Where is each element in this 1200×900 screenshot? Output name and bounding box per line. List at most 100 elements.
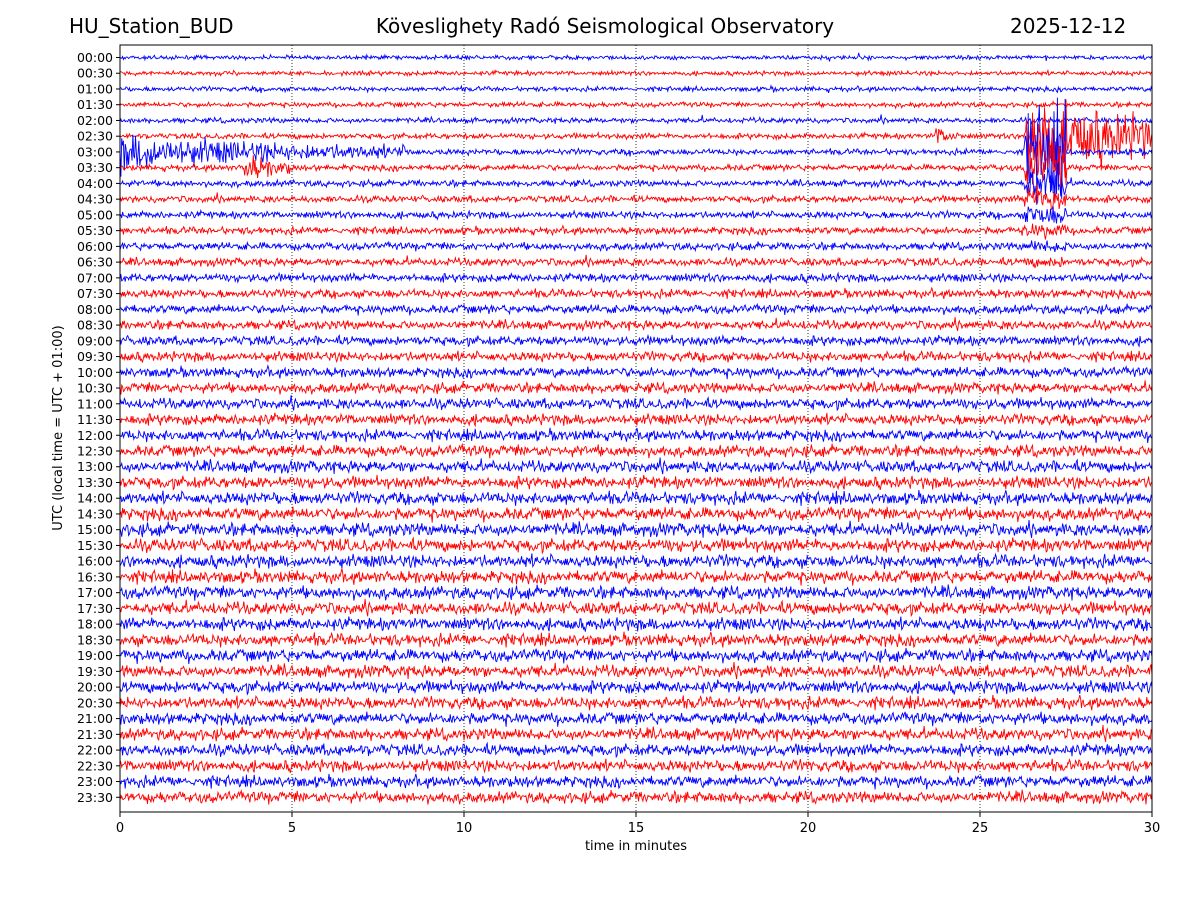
y-tick-label: 02:30 <box>77 129 113 144</box>
trace-1700 <box>119 584 1153 601</box>
y-tick-label: 09:30 <box>77 349 113 364</box>
y-tick-label: 03:00 <box>77 144 113 159</box>
y-tick-label: 23:30 <box>77 790 113 805</box>
trace-1230 <box>119 442 1153 459</box>
trace-2000 <box>119 679 1153 696</box>
y-tick-label: 01:30 <box>77 97 113 112</box>
trace-0700 <box>119 271 1153 285</box>
y-tick-label: 13:00 <box>77 459 113 474</box>
observatory-title: Köveslighety Radó Seismological Observat… <box>375 14 835 38</box>
grid-layer <box>291 45 981 812</box>
x-tick-label: 30 <box>1144 821 1161 836</box>
trace-1900 <box>119 647 1153 665</box>
x-tick-label: 0 <box>116 821 124 836</box>
y-tick-label: 12:00 <box>77 428 113 443</box>
y-tick-label: 21:30 <box>77 727 113 742</box>
trace-0930 <box>119 350 1153 364</box>
y-tick-label: 20:00 <box>77 680 113 695</box>
y-tick-label: 12:30 <box>77 444 113 459</box>
trace-2230 <box>119 757 1153 774</box>
station-label: HU_Station_BUD <box>69 14 234 38</box>
trace-1130 <box>119 412 1153 428</box>
y-tick-label: 17:30 <box>77 601 113 616</box>
y-tick-label: 04:30 <box>77 192 113 207</box>
trace-2130 <box>119 725 1153 742</box>
trace-0730 <box>119 286 1153 301</box>
trace-0400 <box>119 163 1153 205</box>
y-tick-label: 03:30 <box>77 160 113 175</box>
y-tick-label: 23:00 <box>77 774 113 789</box>
y-tick-label: 02:00 <box>77 113 113 128</box>
trace-2100 <box>119 711 1153 727</box>
y-axis: 00:0000:3001:0001:3002:0002:3003:0003:30… <box>77 50 120 805</box>
trace-1100 <box>119 395 1153 412</box>
trace-0300 <box>119 97 1153 200</box>
date-label: 2025-12-12 <box>1010 14 1127 38</box>
trace-1930 <box>119 661 1153 680</box>
y-tick-label: 21:00 <box>77 711 113 726</box>
y-tick-label: 19:00 <box>77 648 113 663</box>
y-tick-label: 14:00 <box>77 491 113 506</box>
trace-0500 <box>119 206 1153 224</box>
x-tick-label: 20 <box>800 821 817 836</box>
trace-1200 <box>119 427 1153 444</box>
x-axis: 0 5 10 15 20 25 30 <box>116 812 1160 836</box>
trace-1000 <box>119 364 1153 380</box>
trace-1300 <box>119 457 1153 475</box>
y-tick-label: 15:30 <box>77 538 113 553</box>
trace-1830 <box>119 631 1153 648</box>
x-axis-label: time in minutes <box>585 839 687 854</box>
y-tick-label: 16:30 <box>77 569 113 584</box>
y-tick-label: 10:30 <box>77 381 113 396</box>
trace-1730 <box>119 598 1153 618</box>
trace-0130 <box>119 99 1153 110</box>
trace-1430 <box>119 506 1153 523</box>
trace-1600 <box>119 552 1153 570</box>
trace-0800 <box>119 302 1153 316</box>
trace-1530 <box>119 536 1153 555</box>
y-tick-label: 19:30 <box>77 664 113 679</box>
trace-2300 <box>119 773 1153 790</box>
y-tick-label: 22:30 <box>77 758 113 773</box>
trace-0430 <box>119 184 1153 211</box>
y-tick-label: 07:00 <box>77 270 113 285</box>
x-tick-label: 5 <box>288 821 296 836</box>
trace-1630 <box>119 568 1153 586</box>
trace-2330 <box>119 789 1153 805</box>
y-tick-label: 13:30 <box>77 475 113 490</box>
y-tick-label: 06:00 <box>77 239 113 254</box>
trace-0000 <box>119 52 1153 62</box>
y-tick-label: 22:00 <box>77 743 113 758</box>
y-tick-label: 05:30 <box>77 223 113 238</box>
y-tick-label: 14:30 <box>77 506 113 521</box>
trace-1330 <box>119 474 1153 491</box>
y-tick-label: 17:00 <box>77 585 113 600</box>
trace-2200 <box>119 741 1153 759</box>
trace-0030 <box>119 68 1153 78</box>
trace-1500 <box>119 519 1153 539</box>
y-tick-label: 20:30 <box>77 695 113 710</box>
y-tick-label: 08:30 <box>77 318 113 333</box>
trace-layer <box>119 52 1153 805</box>
y-tick-label: 05:00 <box>77 207 113 222</box>
y-tick-label: 15:00 <box>77 522 113 537</box>
trace-0600 <box>119 240 1153 253</box>
trace-0200 <box>119 114 1153 126</box>
trace-0900 <box>119 333 1153 348</box>
y-tick-label: 09:00 <box>77 333 113 348</box>
trace-0100 <box>120 84 1153 94</box>
x-tick-label: 15 <box>628 821 645 836</box>
trace-1800 <box>119 616 1153 632</box>
trace-0230 <box>119 99 1153 178</box>
y-tick-label: 18:30 <box>77 632 113 647</box>
y-tick-label: 00:30 <box>77 66 113 81</box>
trace-1400 <box>119 489 1153 506</box>
y-tick-label: 00:00 <box>77 50 113 65</box>
y-tick-label: 06:30 <box>77 255 113 270</box>
y-tick-label: 16:00 <box>77 554 113 569</box>
y-axis-label: UTC (local time = UTC + 01:00) <box>51 325 66 530</box>
y-tick-label: 07:30 <box>77 286 113 301</box>
trace-0330 <box>119 133 1153 195</box>
trace-0530 <box>119 223 1153 240</box>
